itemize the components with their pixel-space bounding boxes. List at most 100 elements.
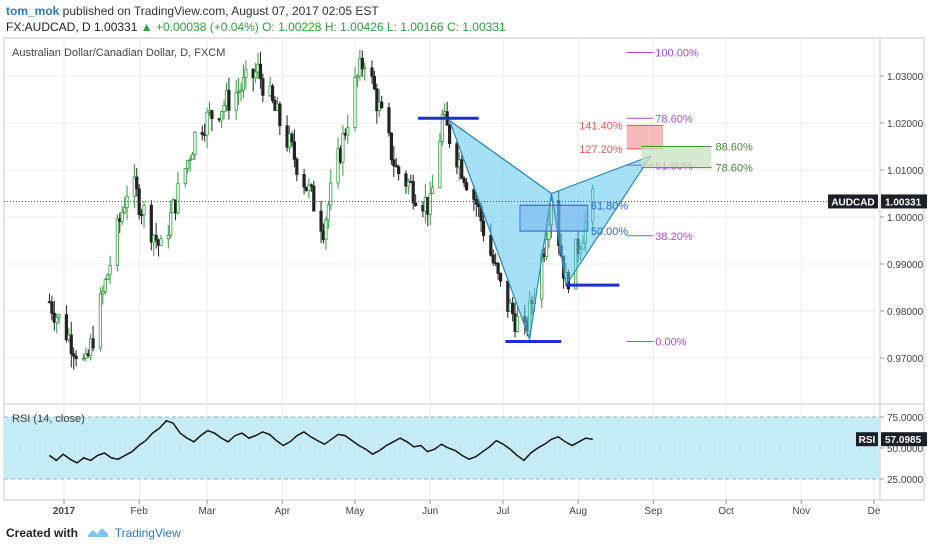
candle-body [159,238,163,246]
candle-body [74,355,78,360]
rsi-y-tick-label: 25.0000 [887,475,924,486]
candle-body [69,334,73,355]
candle-body [278,103,282,127]
last-price: 1.00331 [94,20,138,34]
candle-body [142,204,146,215]
candle-body [200,131,204,135]
candle-body [290,133,294,143]
candle-body [460,159,464,179]
rsi-y-tick-label: 75.0000 [887,413,924,424]
x-tick-label: Jun [422,506,438,517]
candle-body [72,353,76,357]
candle-body [336,148,340,184]
candle-body [496,262,500,274]
change-up-icon: ▲ [140,20,153,34]
candle-body [307,184,311,192]
candle-body [186,160,190,170]
rsi-y-tick-label: 50.0000 [887,444,924,455]
fib-left-label: 50.00% [591,226,629,238]
candle-body [210,110,214,120]
open-value: O: 1.00228 [262,20,322,34]
candle-body [55,316,59,323]
y-tick-label: 0.98000 [887,307,924,318]
candle-body [270,85,275,101]
y-tick-label: 0.97000 [887,354,924,365]
candle-body [103,279,107,292]
fib-ext-red-label: 127.20% [579,144,623,156]
x-tick-label: 2017 [53,506,76,517]
candle-body [258,63,263,79]
candle-body [81,357,86,360]
price-tag-label: 1.00331 [885,197,922,208]
y-tick-label: 0.99000 [887,260,924,271]
x-tick-label: De [868,506,881,517]
candle-body [123,207,127,213]
candle-body [387,107,391,134]
candle-body [394,165,398,168]
candle-body [292,141,296,160]
candle-body [98,293,102,349]
candle-body [125,195,129,209]
candle-body [372,75,377,90]
x-tick-label: Nov [792,506,810,517]
candle-body [166,234,170,240]
candle-body [329,182,333,206]
candle-body [392,159,396,167]
rsi-value-tag-label: 57.0985 [885,435,922,446]
pattern-bcd [550,154,653,287]
chart-title: Australian Dollar/Canadian Dollar, D, FX… [12,47,225,59]
fib-ext-green-zone [641,146,712,168]
x-tick-label: Aug [569,506,587,517]
candle-body [253,71,258,79]
axes: 2017 Feb Mar Apr May Jun Jul Aug Sep Oct Nov De 1.03… [4,72,927,517]
candle-body [140,214,144,216]
candle-body [511,302,515,315]
x-tick-label: Feb [131,506,149,517]
rsi-series [48,419,593,464]
symbol-label: FX:AUDCAD, D [6,20,91,34]
candle-body [193,131,197,155]
fib-right-label: 78.60% [655,113,693,125]
candle-body [237,90,241,93]
candle-body [312,185,316,212]
candle-body [464,182,469,191]
candle-body [355,75,360,78]
candle-body [244,68,248,78]
candle-body [545,239,549,258]
candle-body [326,204,330,221]
candle-body [455,143,459,168]
rsi-name-tag [856,432,878,447]
tradingview-logo-icon [87,525,109,543]
candle-body [115,218,119,266]
candle-body [353,76,357,128]
tradingview-link[interactable]: TradingView [114,526,181,540]
fib-left-label: 61.80% [591,200,629,212]
y-tick-label: 1.00000 [887,213,924,224]
candle-body [447,124,452,145]
candle-body [57,314,61,318]
candle-body [462,177,466,184]
candle-body [431,187,435,195]
author-link[interactable]: tom_mok [6,4,60,18]
candle-body [149,204,153,243]
fib-right-label: 0.00% [655,337,686,349]
candle-body [50,301,54,314]
candle-body [234,92,238,111]
x-tick-label: Sep [644,506,662,517]
candle-body [346,127,350,136]
fib-right-label: 100.00% [655,48,699,60]
candle-body [380,101,384,109]
candle-body [547,224,551,240]
rsi-line [48,419,593,464]
candle-body [341,132,345,163]
high-value: H: 1.00426 [324,20,384,34]
publish-header: tom_mok published on TradingView.com, Au… [6,4,379,19]
close-value: C: 1.00331 [446,20,506,34]
candle-body [360,57,364,70]
candle-body [169,212,173,236]
candle-body [120,211,124,222]
candle-body [481,220,486,236]
candle-body [220,111,224,121]
fib-right-label: 38.20% [655,231,693,243]
